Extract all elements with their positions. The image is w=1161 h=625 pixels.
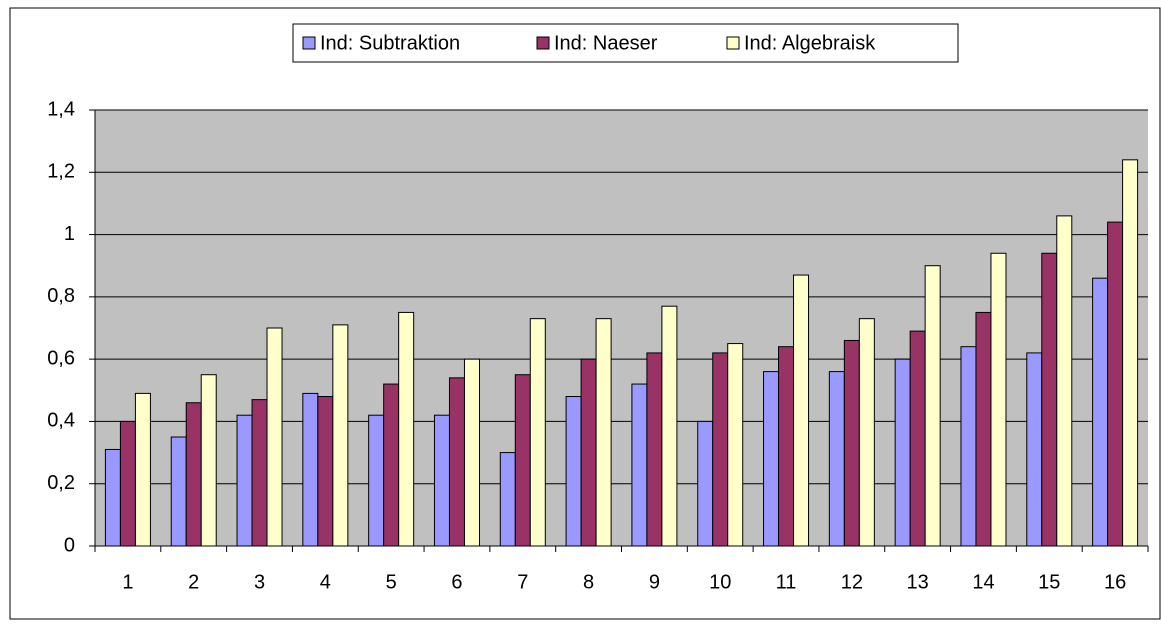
bar (514, 374, 531, 547)
bar (463, 358, 480, 547)
bar (1056, 215, 1073, 547)
bar (302, 392, 319, 547)
bar (104, 448, 121, 547)
bar (661, 305, 678, 547)
x-tick-label: 8 (583, 571, 594, 593)
y-tick-label: 1 (64, 223, 75, 245)
legend-label: Ind: Algebraisk (744, 32, 876, 54)
bar (368, 414, 385, 547)
bar (383, 383, 400, 547)
bar (185, 402, 202, 547)
x-tick-label: 10 (709, 571, 731, 593)
x-tick-label: 3 (254, 571, 265, 593)
bar (170, 436, 187, 547)
bar (793, 274, 810, 547)
bar (646, 352, 663, 547)
y-tick-label: 0,8 (47, 285, 75, 307)
bar (398, 311, 415, 547)
y-tick-label: 1,4 (47, 98, 75, 120)
x-tick-label: 15 (1038, 571, 1060, 593)
legend-label: Ind: Subtraktion (320, 32, 460, 54)
bar (332, 324, 349, 547)
bar (1122, 159, 1139, 547)
bar (119, 420, 136, 547)
x-tick-label: 12 (841, 571, 863, 593)
legend-swatch (536, 36, 550, 50)
x-tick-label: 6 (451, 571, 462, 593)
y-tick-label: 0,4 (47, 410, 75, 432)
legend-swatch (726, 36, 740, 50)
x-tick-label: 16 (1104, 571, 1126, 593)
bar (433, 414, 450, 547)
bar (565, 396, 582, 547)
bar (595, 318, 612, 547)
bar (727, 343, 744, 547)
x-tick-label: 2 (188, 571, 199, 593)
bar (1107, 221, 1124, 547)
bar (266, 327, 283, 547)
bar (1041, 252, 1058, 547)
x-tick-label: 11 (776, 571, 797, 593)
bar (1026, 352, 1043, 547)
legend-label: Ind: Naeser (554, 32, 658, 54)
x-tick-label: 9 (649, 571, 660, 593)
x-tick-label: 5 (386, 571, 397, 593)
bar (712, 352, 729, 547)
bar (134, 392, 151, 547)
bar (251, 399, 268, 547)
bar (960, 346, 977, 547)
bar (200, 374, 217, 547)
bar (499, 452, 516, 547)
x-tick-label: 13 (907, 571, 929, 593)
bar (697, 420, 714, 547)
bar (317, 396, 334, 547)
x-tick-label: 14 (972, 571, 994, 593)
bar (909, 330, 926, 547)
y-tick-label: 1,2 (47, 161, 75, 183)
bar (894, 358, 911, 547)
bar (858, 318, 875, 547)
x-tick-label: 1 (122, 571, 133, 593)
bar (631, 383, 648, 547)
x-tick-label: 7 (517, 571, 528, 593)
bar (763, 371, 780, 547)
bar (990, 252, 1007, 547)
bar (778, 346, 795, 547)
x-tick-label: 4 (320, 571, 331, 593)
y-tick-label: 0,6 (47, 347, 75, 369)
bar (828, 371, 845, 547)
bar (924, 265, 941, 547)
bar (529, 318, 546, 547)
legend-box (292, 23, 959, 63)
bar (975, 311, 992, 547)
bar (236, 414, 253, 547)
y-tick-label: 0,2 (47, 472, 75, 494)
bar (580, 358, 597, 547)
bar (1092, 277, 1109, 547)
legend-swatch (302, 36, 316, 50)
bar (843, 339, 860, 547)
y-tick-label: 0 (64, 534, 75, 556)
bar (448, 377, 465, 547)
